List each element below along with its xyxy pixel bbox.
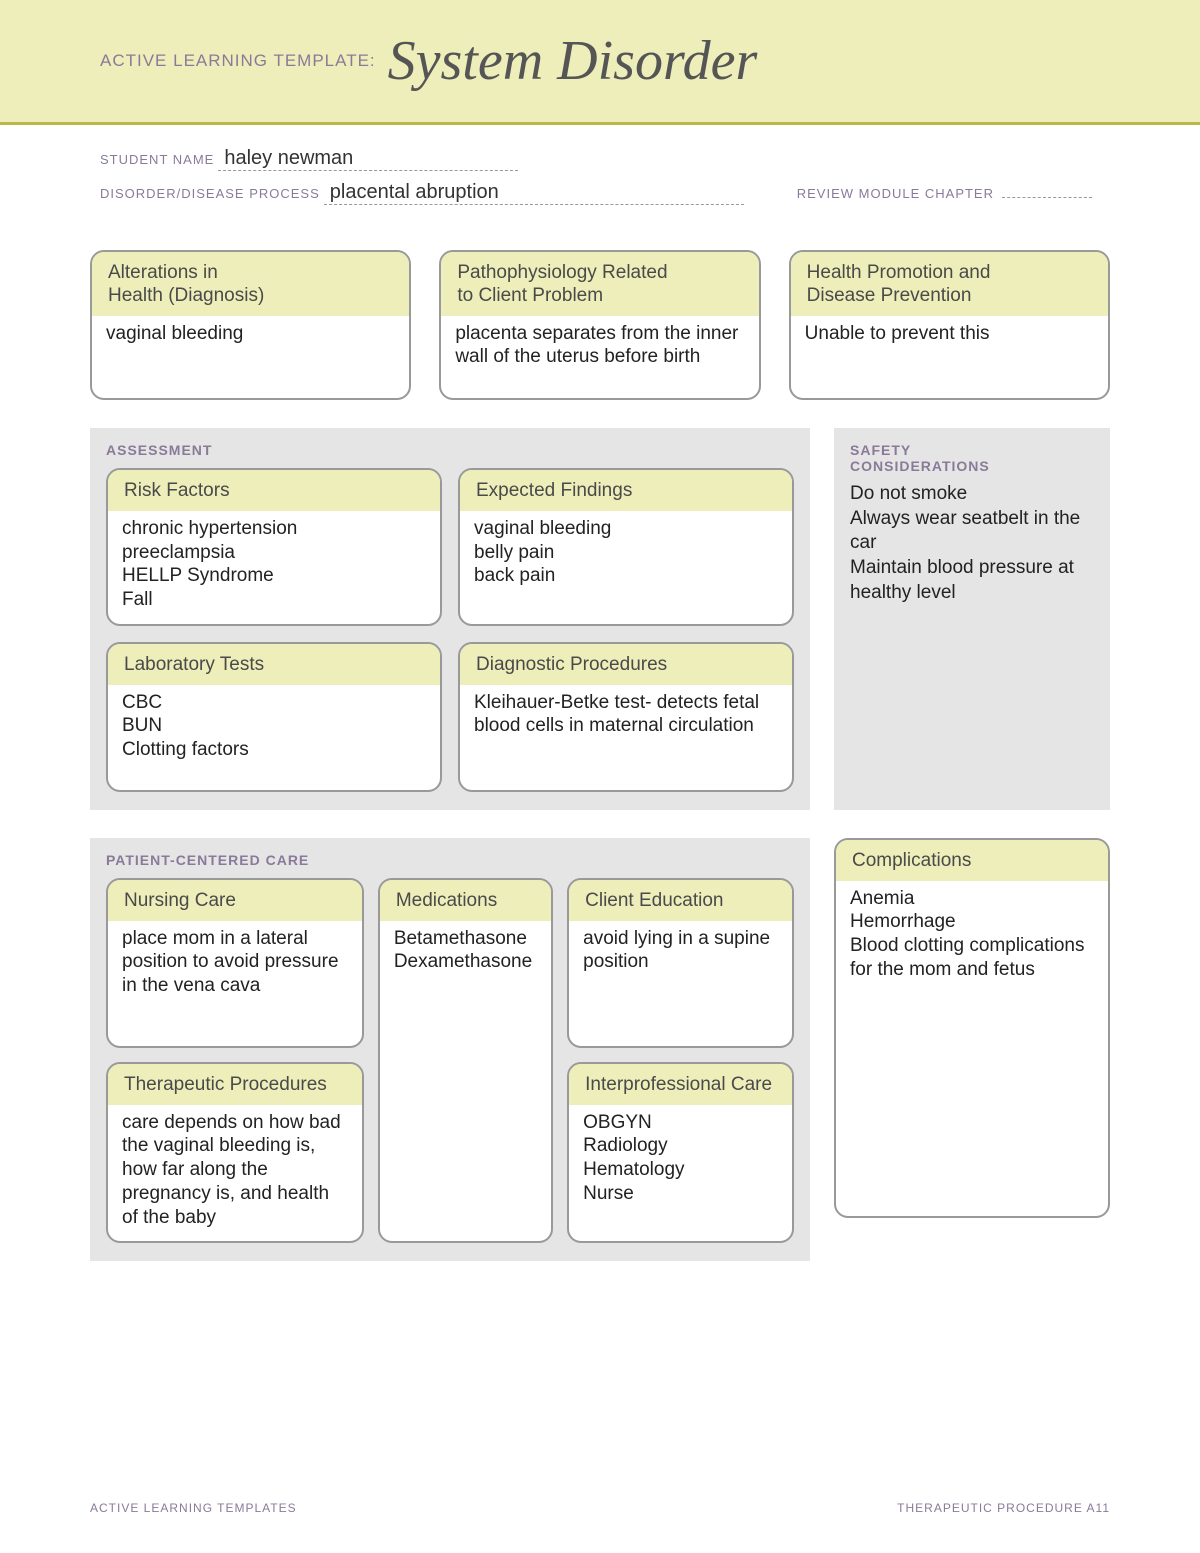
card-head: Therapeutic Procedures	[108, 1064, 362, 1105]
student-label: STUDENT NAME	[100, 152, 214, 167]
footer-right: THERAPEUTIC PROCEDURE A11	[897, 1501, 1110, 1515]
page: ACTIVE LEARNING TEMPLATE: System Disorde…	[0, 0, 1200, 1553]
card-head: Medications	[380, 880, 551, 921]
card-body: Unable to prevent this	[791, 316, 1108, 398]
card-body: care depends on how bad the vaginal blee…	[108, 1105, 362, 1242]
banner-title: System Disorder	[388, 29, 758, 93]
card-head: Health Promotion and Disease Prevention	[791, 252, 1108, 316]
footer-left: ACTIVE LEARNING TEMPLATES	[90, 1501, 297, 1515]
card-risk: Risk Factors chronic hypertension preecl…	[106, 468, 442, 626]
card-body: Anemia Hemorrhage Blood clotting complic…	[836, 881, 1108, 1216]
safety-title: SAFETY CONSIDERATIONS	[850, 442, 1094, 474]
card-alterations: Alterations in Health (Diagnosis) vagina…	[90, 250, 411, 400]
footer: ACTIVE LEARNING TEMPLATES THERAPEUTIC PR…	[90, 1501, 1110, 1515]
middle-row: ASSESSMENT Risk Factors chronic hyperten…	[90, 428, 1110, 810]
meta-student-row: STUDENT NAME haley newman	[100, 147, 1100, 171]
card-labs: Laboratory Tests CBC BUN Clotting factor…	[106, 642, 442, 792]
card-body: CBC BUN Clotting factors	[108, 685, 440, 790]
pcc-panel: PATIENT-CENTERED CARE Nursing Care place…	[90, 838, 810, 1262]
meta-block: STUDENT NAME haley newman DISORDER/DISEA…	[0, 125, 1200, 205]
student-value: haley newman	[218, 147, 518, 171]
card-head: Diagnostic Procedures	[460, 644, 792, 685]
card-head: Complications	[836, 840, 1108, 881]
card-body: place mom in a lateral position to avoid…	[108, 921, 362, 1046]
card-head: Alterations in Health (Diagnosis)	[92, 252, 409, 316]
card-nursing: Nursing Care place mom in a lateral posi…	[106, 878, 364, 1048]
card-body: Betamethasone Dexamethasone	[380, 921, 551, 1242]
card-head: Client Education	[569, 880, 792, 921]
banner-prefix: ACTIVE LEARNING TEMPLATE:	[100, 51, 376, 71]
pcc-title: PATIENT-CENTERED CARE	[106, 852, 794, 868]
card-head: Interprofessional Care	[569, 1064, 792, 1105]
review-label: REVIEW MODULE CHAPTER	[797, 186, 994, 201]
card-body: Kleihauer-Betke test- detects fetal bloo…	[460, 685, 792, 790]
top-row: Alterations in Health (Diagnosis) vagina…	[90, 250, 1110, 400]
card-diagnostic: Diagnostic Procedures Kleihauer-Betke te…	[458, 642, 794, 792]
disorder-label: DISORDER/DISEASE PROCESS	[100, 186, 320, 201]
content: Alterations in Health (Diagnosis) vagina…	[0, 215, 1200, 1261]
card-head: Nursing Care	[108, 880, 362, 921]
card-body: placenta separates from the inner wall o…	[441, 316, 758, 398]
card-patho: Pathophysiology Related to Client Proble…	[439, 250, 760, 400]
assessment-title: ASSESSMENT	[106, 442, 794, 458]
card-complications: Complications Anemia Hemorrhage Blood cl…	[834, 838, 1110, 1218]
card-body: vaginal bleeding belly pain back pain	[460, 511, 792, 624]
bottom-row: PATIENT-CENTERED CARE Nursing Care place…	[90, 838, 1110, 1262]
safety-panel: SAFETY CONSIDERATIONS Do not smoke Alway…	[834, 428, 1110, 810]
card-medications: Medications Betamethasone Dexamethasone	[378, 878, 553, 1244]
meta-disorder-row: DISORDER/DISEASE PROCESS placental abrup…	[100, 181, 1100, 205]
assessment-panel: ASSESSMENT Risk Factors chronic hyperten…	[90, 428, 810, 810]
complications-col: Complications Anemia Hemorrhage Blood cl…	[834, 838, 1110, 1262]
card-interprofessional: Interprofessional Care OBGYN Radiology H…	[567, 1062, 794, 1244]
disorder-value: placental abruption	[324, 181, 744, 205]
card-therapeutic: Therapeutic Procedures care depends on h…	[106, 1062, 364, 1244]
pcc-grid: Nursing Care place mom in a lateral posi…	[106, 878, 794, 1244]
assessment-grid: Risk Factors chronic hypertension preecl…	[106, 468, 794, 792]
card-head: Expected Findings	[460, 470, 792, 511]
card-findings: Expected Findings vaginal bleeding belly…	[458, 468, 794, 626]
card-body: avoid lying in a supine position	[569, 921, 792, 1046]
safety-body: Do not smoke Always wear seatbelt in the…	[850, 482, 1094, 605]
card-education: Client Education avoid lying in a supine…	[567, 878, 794, 1048]
card-body: vaginal bleeding	[92, 316, 409, 398]
card-head: Pathophysiology Related to Client Proble…	[441, 252, 758, 316]
card-head: Risk Factors	[108, 470, 440, 511]
review-blank	[1002, 197, 1092, 198]
card-head: Laboratory Tests	[108, 644, 440, 685]
card-body: OBGYN Radiology Hematology Nurse	[569, 1105, 792, 1242]
card-body: chronic hypertension preeclampsia HELLP …	[108, 511, 440, 624]
banner: ACTIVE LEARNING TEMPLATE: System Disorde…	[0, 0, 1200, 125]
card-promotion: Health Promotion and Disease Prevention …	[789, 250, 1110, 400]
